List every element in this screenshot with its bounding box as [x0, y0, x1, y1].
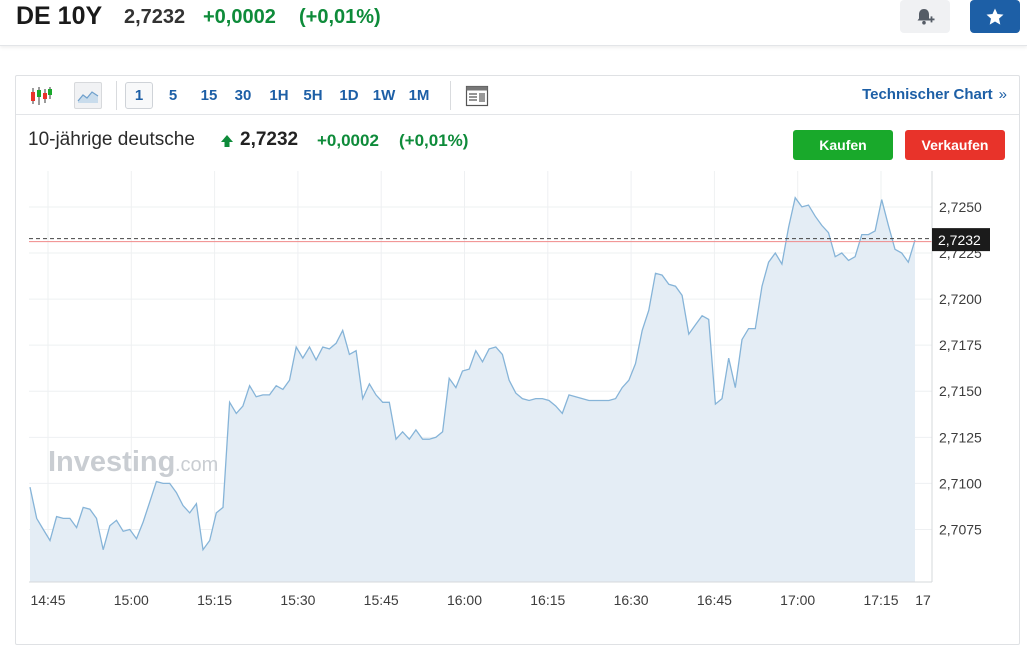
watermark-investing: Investing [48, 446, 175, 478]
chart-title: 10-jährige deutsche [28, 129, 195, 150]
y-tick-label: 2,7150 [939, 383, 982, 399]
x-tick-label: 15:45 [364, 592, 399, 608]
x-tick-label: 17 [915, 592, 931, 608]
y-tick-label: 2,7125 [939, 429, 982, 445]
current-price-label-bg [932, 228, 990, 252]
chevron-right-icon: » [998, 86, 1007, 103]
interval-30[interactable]: 30 [234, 87, 252, 104]
header-change: +0,0002 [203, 6, 276, 28]
interval-1d[interactable]: 1D [339, 87, 359, 104]
interval-15[interactable]: 15 [200, 87, 218, 104]
candlestick-icon [31, 86, 52, 105]
instrument-header: DE 10Y 2,7232 +0,0002 (+0,01%) [0, 0, 1027, 46]
header-change-percent: (+0,01%) [299, 6, 381, 28]
star-icon [986, 8, 1004, 25]
arrow-up-icon [221, 135, 233, 147]
header-price: 2,7232 [124, 6, 186, 28]
interval-1[interactable]: 1 [125, 82, 153, 109]
chart-toolbar: 1 5 15 30 1H 5H 1D 1W 1M Technischer Cha… [16, 76, 1019, 115]
buy-button[interactable]: Kaufen [793, 130, 893, 160]
y-tick-label: 2,7100 [939, 475, 982, 491]
y-tick-label: 2,7075 [939, 521, 982, 537]
layout-button[interactable] [463, 82, 491, 109]
x-tick-label: 15:15 [197, 592, 232, 608]
x-tick-label: 16:00 [447, 592, 482, 608]
technical-chart-label: Technischer Chart [862, 86, 993, 103]
add-alert-button[interactable] [900, 0, 950, 33]
bell-plus-icon [917, 8, 935, 24]
candlestick-chart-button[interactable] [27, 82, 55, 109]
interval-1w[interactable]: 1W [372, 87, 396, 104]
price-chart[interactable]: Investing .com 2,72502,72252,72002,71752… [16, 76, 1019, 631]
y-axis: 2,72502,72252,72002,71752,71502,71252,71… [939, 199, 982, 538]
watermark-com: .com [175, 454, 218, 476]
add-to-watchlist-button[interactable] [970, 0, 1020, 33]
current-price-marker: 2,7232 [932, 228, 990, 252]
interval-1m[interactable]: 1M [408, 87, 430, 104]
chart-change: +0,0002 [317, 131, 379, 150]
price-area-fill [30, 197, 915, 582]
x-tick-label: 17:15 [863, 592, 898, 608]
technical-chart-link[interactable]: Technischer Chart » [862, 86, 1007, 103]
current-price-label: 2,7232 [938, 232, 981, 248]
y-tick-label: 2,7250 [939, 199, 982, 215]
x-tick-label: 16:30 [614, 592, 649, 608]
interval-5h[interactable]: 5H [303, 87, 323, 104]
x-tick-label: 15:30 [280, 592, 315, 608]
sell-button[interactable]: Verkaufen [905, 130, 1005, 160]
layout-icon [465, 85, 489, 106]
chart-price: 2,7232 [240, 129, 299, 150]
toolbar-divider [116, 81, 117, 110]
toolbar-divider [450, 81, 451, 110]
x-tick-label: 14:45 [30, 592, 65, 608]
instrument-name: DE 10Y [16, 2, 103, 30]
x-tick-label: 16:45 [697, 592, 732, 608]
interval-1h[interactable]: 1H [269, 87, 289, 104]
x-tick-label: 15:00 [114, 592, 149, 608]
y-tick-label: 2,7200 [939, 291, 982, 307]
y-tick-label: 2,7175 [939, 337, 982, 353]
chart-panel: 1 5 15 30 1H 5H 1D 1W 1M Technischer Cha… [15, 75, 1020, 645]
area-chart-icon [77, 90, 99, 103]
x-tick-label: 17:00 [780, 592, 815, 608]
x-tick-label: 16:15 [530, 592, 565, 608]
price-line [29, 196, 916, 552]
interval-5[interactable]: 5 [168, 87, 178, 104]
area-chart-button[interactable] [74, 82, 102, 109]
chart-change-percent: (+0,01%) [399, 131, 469, 150]
x-axis: 14:45 15:00 15:15 15:30 15:45 16:00 16:15 16:30… [30, 592, 931, 608]
